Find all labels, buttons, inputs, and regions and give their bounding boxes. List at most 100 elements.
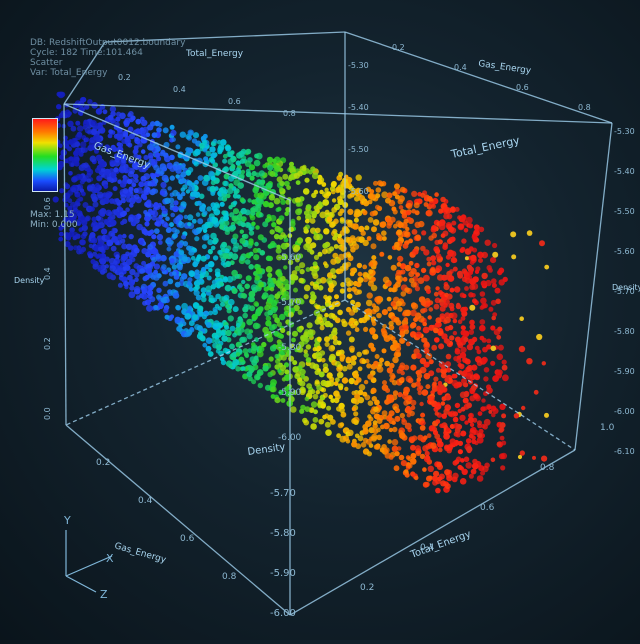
data-point [501,440,507,446]
data-point [449,287,455,293]
data-point [501,364,508,371]
data-point [401,213,408,219]
data-point [331,198,337,203]
data-point [139,268,146,274]
data-point [241,216,247,222]
data-point [407,463,413,469]
data-point [258,198,264,205]
data-point [396,229,403,236]
data-point [414,286,420,292]
data-point [443,274,450,280]
data-point [376,366,384,373]
data-point [413,202,420,209]
data-point [490,299,497,306]
data-point [482,406,488,411]
data-point [133,286,141,293]
data-point [342,226,349,233]
data-point [411,208,417,214]
data-point [410,399,417,406]
data-point [103,144,111,151]
data-point [276,206,282,212]
color-legend-bar [32,118,58,192]
data-point [469,422,475,427]
data-point [244,222,251,228]
data-point [401,392,409,400]
data-point [205,285,213,293]
data-point [501,413,507,419]
data-point [457,223,465,231]
data-point [304,337,310,343]
data-point [362,428,369,435]
data-point [231,287,238,294]
data-point [186,245,192,251]
data-point [446,213,453,220]
data-point [257,350,264,358]
data-point [206,221,214,229]
data-point [391,439,399,446]
data-point [230,164,236,170]
data-point [193,289,200,296]
data-point [381,348,387,354]
data-point [160,254,167,262]
data-point [222,253,228,258]
data-point [319,211,327,219]
data-point [192,261,199,268]
data-point [295,202,301,207]
data-point [210,175,216,182]
data-point [240,169,246,175]
data-point [246,333,253,340]
data-point [462,220,468,226]
data-point [386,192,393,199]
data-point [420,267,427,274]
data-point [212,162,218,168]
database-label: DB: RedshiftOutput0012.boundary [30,38,186,48]
data-point [474,269,480,274]
data-point [309,218,316,224]
data-point [81,191,86,197]
data-point [413,475,419,481]
top-z-tick-label: 0.8 [578,103,591,112]
data-point [71,176,78,183]
data-point [291,330,299,337]
data-point [178,205,184,211]
data-point [366,292,373,299]
data-point [89,155,97,163]
data-point [438,473,445,480]
data-point [216,328,221,334]
data-point [106,239,114,247]
data-point [269,229,275,235]
y-tick-label: -5.70 [270,488,296,499]
data-point [311,210,318,217]
data-point [425,443,432,450]
data-point [253,254,260,261]
data-point [217,195,224,201]
data-point [297,309,303,315]
data-point [83,162,89,168]
data-point [202,210,208,216]
data-point [476,420,482,426]
data-point [394,415,401,422]
data-point [251,221,256,227]
data-point [451,373,457,379]
data-point [225,329,232,337]
data-point [394,241,400,248]
data-point [455,432,461,438]
data-point [241,366,246,371]
data-point [348,336,355,343]
data-point [404,231,410,237]
data-point [469,246,474,252]
data-point [270,379,277,386]
data-point [192,132,200,139]
data-point [244,283,250,290]
data-point [206,275,212,281]
data-point [372,420,378,426]
data-point [74,141,81,148]
data-point [257,234,264,241]
data-point [208,249,213,255]
data-point [72,208,79,214]
data-point [464,358,471,365]
data-point [492,251,499,258]
data-point [455,303,462,310]
